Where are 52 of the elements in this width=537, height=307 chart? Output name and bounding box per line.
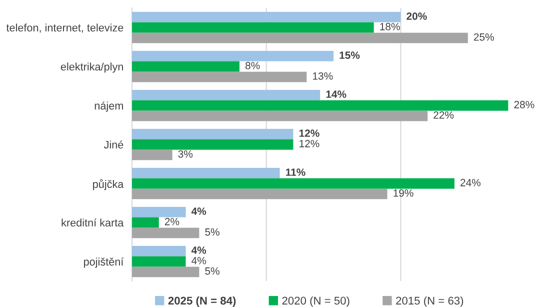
bar <box>132 206 186 218</box>
y-tick-label: kreditní karta <box>62 218 124 227</box>
legend-label: 2015 (N = 63) <box>396 296 464 307</box>
y-tick-label: nájem <box>94 102 123 112</box>
bar <box>132 217 159 228</box>
data-label: 22% <box>434 111 454 119</box>
bar <box>132 90 320 100</box>
y-tick-label: Jiné <box>104 140 124 149</box>
y-tick-label: pojištění <box>84 258 124 268</box>
y-tick-label: půjčka <box>93 179 124 190</box>
data-label: 15% <box>340 52 360 59</box>
data-label: 13% <box>313 72 333 80</box>
bar <box>132 168 280 178</box>
bar <box>132 139 294 150</box>
bar <box>132 61 240 72</box>
data-label: 5% <box>205 267 220 275</box>
data-label: 12% <box>299 130 320 137</box>
data-label: 4% <box>191 246 206 254</box>
bar <box>132 100 508 111</box>
bar <box>132 72 307 82</box>
legend-label: 2020 (N = 50) <box>282 296 350 307</box>
data-label: 4% <box>191 208 206 215</box>
data-label: 25% <box>474 33 494 41</box>
data-label: 14% <box>326 90 346 98</box>
bar <box>132 32 468 44</box>
bar <box>132 128 294 140</box>
data-label: 3% <box>178 150 193 158</box>
data-label: 20% <box>406 12 427 20</box>
data-label: 19% <box>394 189 414 197</box>
data-label: 18% <box>380 22 400 30</box>
legend-label: 2025 (N = 84) <box>168 296 236 307</box>
data-label: 5% <box>205 228 220 236</box>
bar <box>132 266 200 278</box>
bar <box>132 256 186 267</box>
y-tick-label: telefon, internet, televize <box>6 24 124 33</box>
data-label: 2% <box>164 218 180 226</box>
bar <box>132 178 454 189</box>
bar <box>132 22 374 33</box>
y-tick-label: elektrika/plyn <box>60 62 123 73</box>
bar <box>132 188 388 200</box>
bar <box>132 12 401 22</box>
data-label: 8% <box>245 62 260 70</box>
data-label: 12% <box>300 140 320 148</box>
data-label: 24% <box>460 178 480 186</box>
bar <box>132 246 186 256</box>
data-label: 11% <box>286 168 306 176</box>
bar <box>132 110 428 122</box>
bar <box>132 228 200 238</box>
data-label: 4% <box>192 256 206 264</box>
bar <box>132 50 334 62</box>
data-label: 28% <box>514 100 534 108</box>
bar <box>132 150 172 160</box>
